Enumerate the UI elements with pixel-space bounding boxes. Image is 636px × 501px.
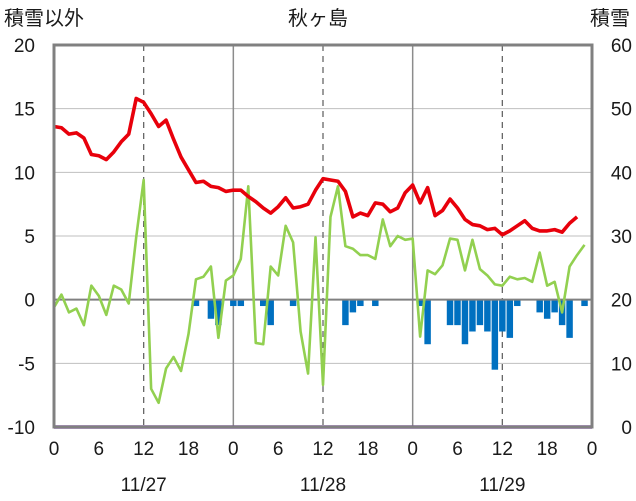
date-label: 11/27 [121, 475, 167, 496]
x-tick-label: 0 [587, 439, 598, 460]
wind-line [52, 178, 586, 405]
snow-change-bar [499, 299, 506, 332]
right-axis-label: 積雪 [590, 6, 630, 30]
snow-change-bar [259, 299, 267, 307]
snow-change-bar [506, 299, 514, 338]
x-tick-label: 6 [452, 439, 463, 460]
right-tick-label: 30 [611, 227, 632, 248]
x-tick-label: 0 [228, 439, 239, 460]
snow-change-bar [357, 299, 364, 307]
snow-change-bar [207, 299, 215, 319]
x-tick-label: 6 [273, 439, 284, 460]
snow-change-bar [446, 299, 454, 326]
snow-change-bar [424, 299, 431, 345]
snow-change-bar [342, 299, 349, 326]
left-tick-label: 10 [14, 163, 35, 184]
snow-change-bar [267, 299, 274, 326]
right-tick-label: 10 [611, 354, 632, 375]
left-tick-label: 15 [14, 100, 35, 121]
snow-change-bar [566, 299, 573, 338]
snow-change-bar [476, 299, 484, 326]
snow-change-bar [551, 299, 558, 313]
left-axis-label: 積雪以外 [4, 6, 84, 30]
right-tick-label: 50 [611, 100, 632, 121]
x-tick-label: 18 [357, 439, 378, 460]
snow-change-bar [581, 299, 588, 307]
snow-change-bar [514, 299, 521, 307]
left-tick-label: -10 [8, 418, 35, 439]
x-tick-label: 12 [312, 439, 333, 460]
snow-change-bar [372, 299, 379, 307]
snow-change-bar [491, 299, 499, 370]
snow-change-bars [192, 299, 588, 370]
snow-change-bar [237, 299, 245, 307]
right-tick-label: 0 [621, 418, 632, 439]
date-label: 11/28 [300, 475, 346, 496]
snow-change-bar [469, 299, 476, 332]
snow-change-bar [454, 299, 461, 326]
snow-change-bar [289, 299, 297, 307]
x-tick-label: 12 [492, 439, 513, 460]
date-label: 11/29 [479, 475, 525, 496]
x-tick-label: 12 [133, 439, 154, 460]
plot-frame [52, 43, 594, 429]
snow-change-bar [543, 299, 551, 319]
chart-title: 秋ヶ島 [288, 6, 348, 30]
x-tick-label: 6 [94, 439, 105, 460]
snow-change-bar [484, 299, 491, 332]
snow-change-bar [215, 299, 222, 326]
left-tick-label: 5 [24, 227, 35, 248]
plot-border [52, 43, 594, 429]
snow-change-bar [461, 299, 469, 345]
x-tick-label: 18 [537, 439, 558, 460]
snow-change-bar [349, 299, 357, 313]
right-tick-label: 40 [611, 163, 632, 184]
temperature-line [53, 96, 579, 237]
x-tick-label: 18 [178, 439, 199, 460]
left-tick-label: -5 [18, 354, 35, 375]
x-tick-label: 0 [49, 439, 60, 460]
snow-change-bar [192, 299, 200, 307]
snow-change-bar [230, 299, 237, 307]
right-tick-label: 60 [611, 36, 632, 57]
right-tick-label: 20 [611, 291, 632, 312]
x-tick-label: 0 [407, 439, 418, 460]
snow-change-bar [536, 299, 543, 313]
snow-change-bar [416, 299, 424, 307]
left-tick-label: 0 [24, 291, 35, 312]
left-tick-label: 20 [14, 36, 35, 57]
